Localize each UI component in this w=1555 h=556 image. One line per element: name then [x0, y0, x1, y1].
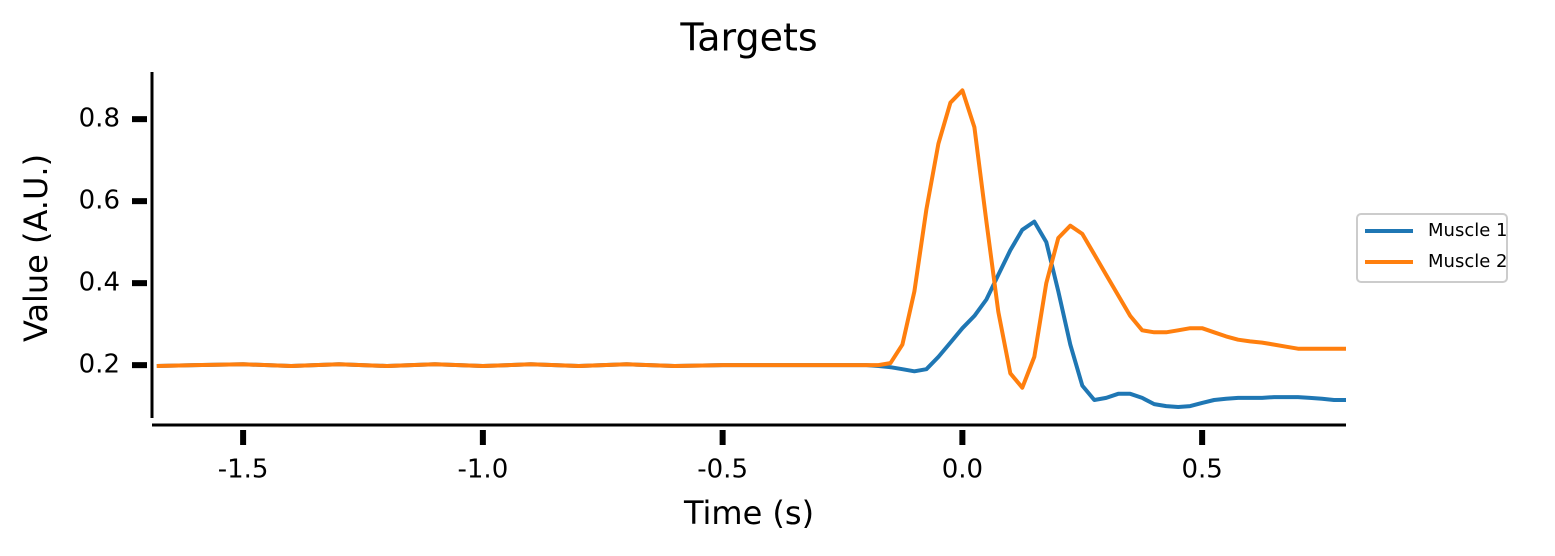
chart-title: Targets	[679, 16, 817, 60]
legend-label: Muscle 1	[1428, 220, 1507, 241]
x-tick-label: 0.0	[942, 455, 983, 485]
line-series	[156, 219, 1346, 409]
line-series	[156, 88, 1346, 390]
y-tick-label: 0.4	[79, 268, 120, 298]
x-tick-label: -1.0	[458, 455, 509, 485]
legend-label: Muscle 2	[1428, 251, 1507, 272]
y-tick-label: 0.2	[79, 350, 120, 380]
x-tick-label: 0.5	[1181, 455, 1222, 485]
x-axis-label: Time (s)	[683, 494, 814, 532]
y-tick-label: 0.8	[79, 104, 120, 134]
y-tick-label: 0.6	[79, 186, 120, 216]
x-tick-label: -1.5	[218, 455, 269, 485]
x-tick-label: -0.5	[697, 455, 748, 485]
y-axis-label: Value (A.U.)	[17, 154, 55, 342]
